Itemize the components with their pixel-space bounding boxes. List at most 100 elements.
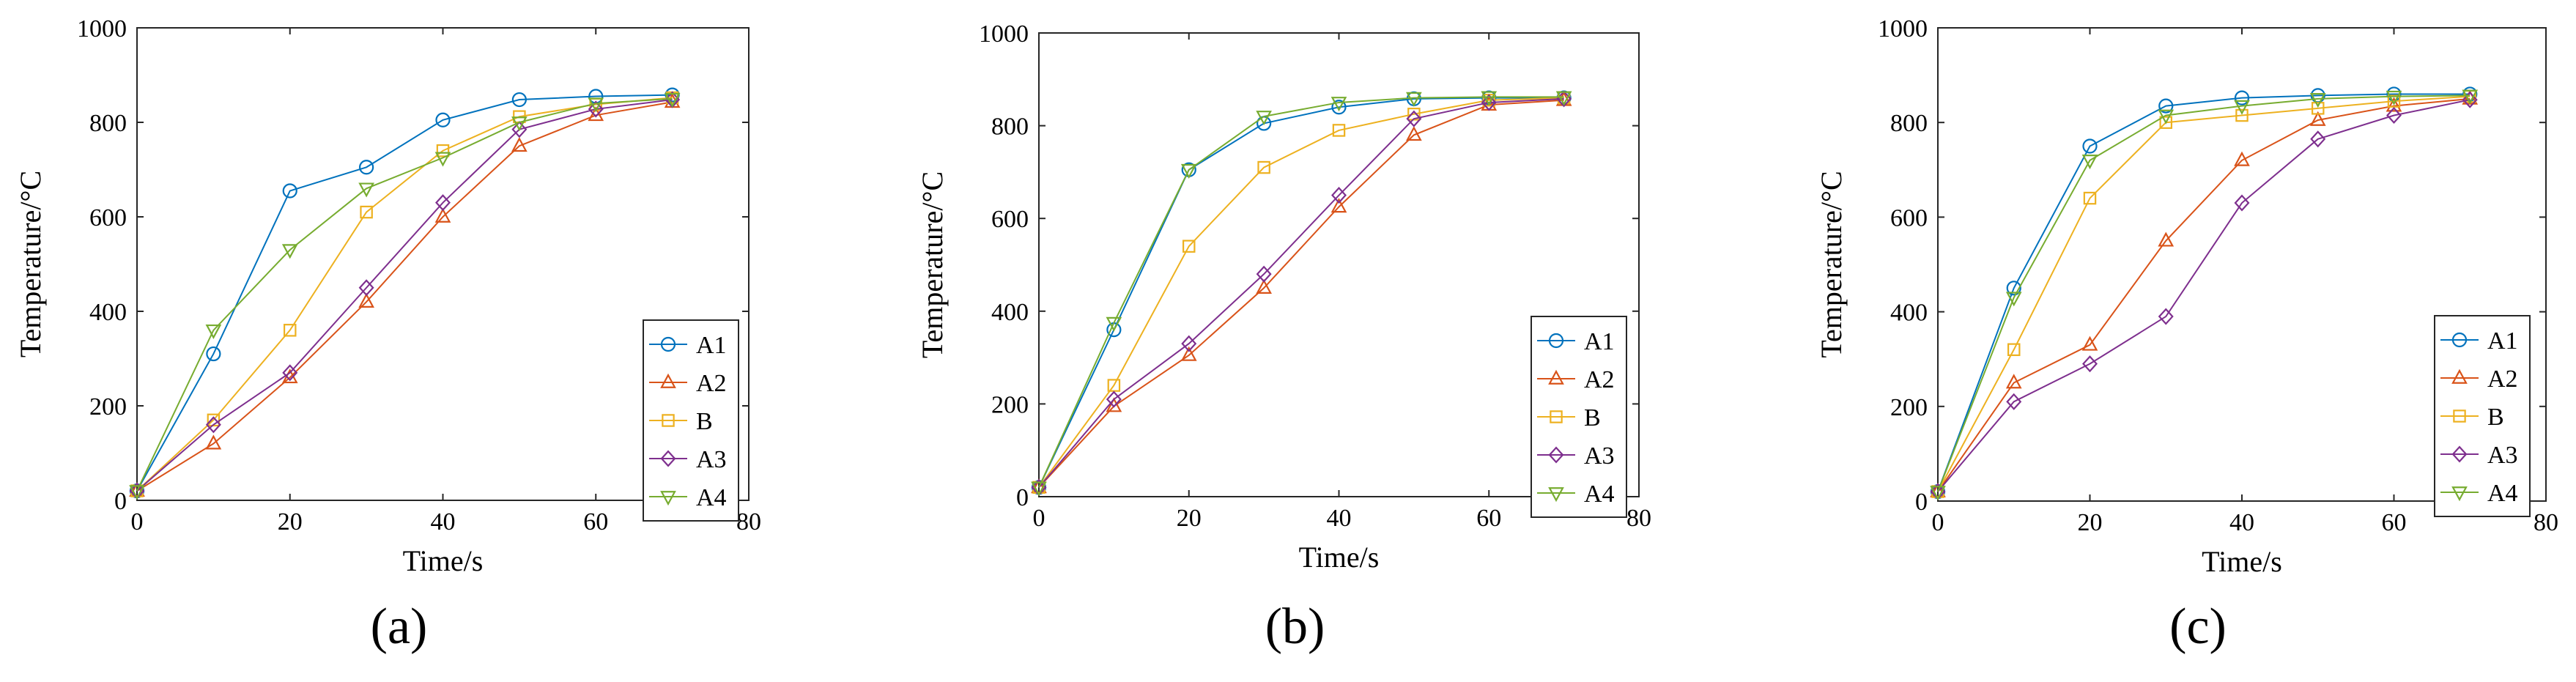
legend-label-b: B [1584,404,1601,431]
data-point-a1 [2158,98,2174,114]
data-point-a4 [1330,97,1347,112]
data-point-a2 [1330,198,1347,213]
series-line-a3 [1937,99,2470,492]
data-point-a3 [1106,390,1122,408]
data-point-a3 [2234,194,2250,212]
y-tick-label: 600 [991,206,1029,233]
y-tick-label: 800 [991,114,1029,141]
legend-label-a3: A3 [1584,442,1615,470]
legend-marker-a2 [2451,368,2468,384]
data-point-a2 [205,434,222,450]
y-tick-label: 600 [89,204,127,231]
data-point-b [1257,160,1270,174]
data-point-a4 [2462,89,2479,105]
legend-label-a2: A2 [696,370,727,397]
data-point-a4 [2158,109,2175,125]
data-point-a2 [1180,346,1197,361]
panel-label: (b) [1265,598,1325,655]
data-point-a3 [205,416,221,434]
data-point-a4 [1180,163,1197,179]
legend-marker-b [1550,410,1563,423]
data-point-a1 [2462,86,2478,102]
legend-marker-a4 [1548,487,1564,503]
data-point-b [360,205,373,219]
legend-label-a4: A4 [2487,480,2518,507]
x-axis-title: Time/s [403,544,484,577]
data-point-a4 [358,182,374,198]
data-point-a4 [1031,481,1047,497]
series-line-b [1038,97,1564,488]
data-point-a3 [1331,187,1347,204]
legend-marker-a1 [660,336,676,352]
x-tick-label: 60 [583,508,608,535]
data-point-a2 [2158,231,2175,247]
series-line-a4 [1937,94,2470,492]
series-line-a2 [1038,99,1564,489]
legend-label-a1: A1 [696,332,727,359]
data-point-a3 [1256,265,1272,283]
series-line-a1 [136,94,673,492]
data-point-a2 [1406,126,1422,141]
data-point-a4 [2234,100,2250,115]
y-tick-label: 0 [114,488,127,515]
y-tick-label: 400 [89,299,127,326]
data-point-a1 [435,112,451,127]
legend-label-a4: A4 [1584,481,1615,508]
data-point-a1 [206,346,221,362]
data-point-a4 [1256,111,1272,126]
data-point-a3 [1481,94,1497,111]
data-point-a4 [2386,90,2402,105]
legend-marker-a4 [2451,486,2468,502]
x-tick-label: 80 [736,508,761,535]
data-point-a3 [1181,335,1197,352]
series-line-a3 [1038,97,1564,488]
x-tick-label: 20 [1177,505,1202,532]
data-point-a4 [281,244,298,259]
panel-label: (a) [371,598,428,655]
data-point-a4 [664,92,681,108]
data-point-b [284,324,297,337]
legend-label-a1: A1 [2487,327,2518,355]
x-tick-label: 20 [278,508,303,535]
x-tick-label: 60 [1476,505,1501,532]
series-line-b [1937,95,2470,492]
data-point-b [1332,124,1346,137]
chart-panel-3: 0 20 40 60 8002004006008001000Time/sTemperat… [1815,15,2558,655]
data-point-a1 [2234,90,2250,105]
legend-marker-a2 [1548,369,1564,385]
data-point-a3 [282,364,298,382]
y-tick-label: 800 [89,110,127,137]
x-tick-label: 0 [131,508,144,535]
data-point-a3 [2386,106,2402,125]
data-point-a3 [2082,355,2098,373]
data-point-a3 [358,279,374,297]
data-point-b [1182,240,1196,253]
panel-label: (c) [2169,598,2227,655]
data-point-b [2387,94,2401,108]
y-tick-label: 400 [991,299,1029,326]
y-tick-label: 1000 [77,15,127,42]
x-tick-label: 80 [1626,505,1651,532]
x-tick-label: 60 [2382,509,2407,536]
legend-label-b: B [2487,404,2504,431]
chart-panel-2: 0 20 40 60 8002004006008001000Time/sTemperat… [916,21,1651,655]
y-axis-title: Temperature/°C [916,171,949,358]
data-point-a4 [2309,93,2326,108]
y-tick-label: 600 [1890,204,1928,231]
chart-panel-1: 0 20 40 60 8002004006008001000Time/sTemperat… [14,15,761,655]
data-point-a3 [2462,91,2478,108]
y-tick-label: 400 [1890,300,1928,327]
legend-marker-a3 [2451,445,2468,463]
legend-marker-a2 [660,373,676,388]
data-point-a4 [1406,92,1422,107]
series-line-a1 [1038,97,1564,488]
series-line-a2 [136,101,673,492]
legend-marker-b [2453,409,2466,423]
y-tick-label: 200 [89,393,127,420]
x-tick-label: 20 [2078,509,2103,536]
data-point-a1 [1331,100,1347,115]
x-axis-title: Time/s [1299,541,1380,574]
legend-marker-a4 [660,491,676,506]
series-line-a2 [1937,97,2470,492]
series-line-b [136,97,673,492]
